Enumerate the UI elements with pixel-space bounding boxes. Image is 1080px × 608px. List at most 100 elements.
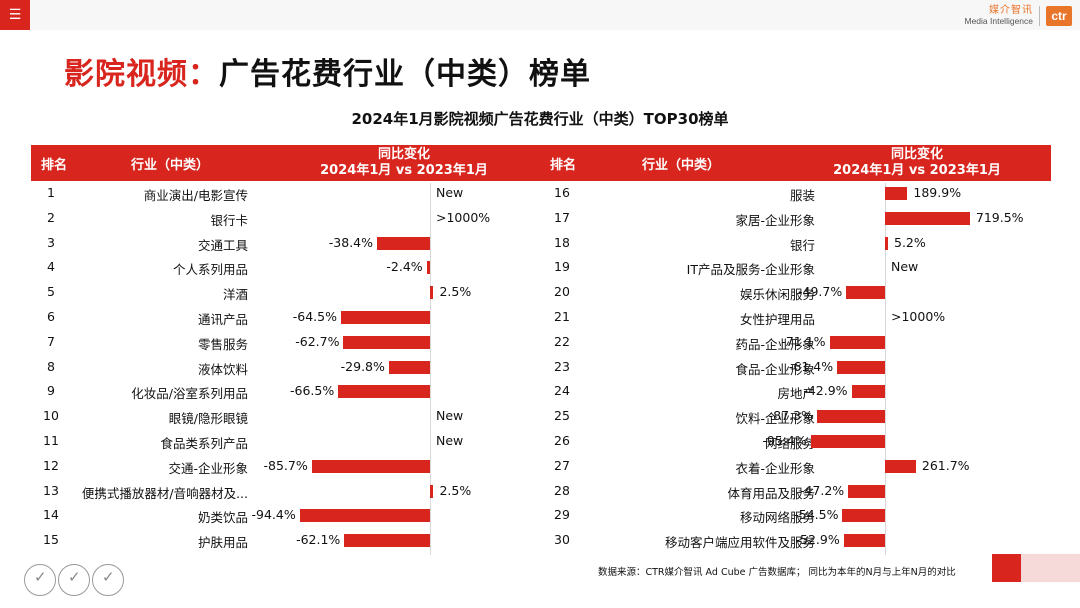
- change-value-label: New: [891, 259, 919, 275]
- table-row: 27 衣着-企业形象 261.7%: [540, 454, 1051, 479]
- footer-pink-block: [1021, 554, 1080, 582]
- rank-cell: 20: [554, 284, 570, 300]
- change-value-label: >1000%: [891, 309, 946, 324]
- change-bar: [885, 211, 970, 225]
- rank-cell: 18: [554, 234, 570, 250]
- change-value-label: -2.4%: [386, 259, 423, 275]
- header-change: 同比变化 2024年1月 vs 2023年1月: [309, 147, 499, 179]
- industry-cell: 化妆品/浴室系列用品: [131, 386, 248, 402]
- table-row: 8 液体饮料 -29.8%: [31, 355, 540, 380]
- chart-title: 2024年1月影院视频广告花费行业（中类）TOP30榜单: [351, 110, 729, 128]
- table-row: 9 化妆品/浴室系列用品 -66.5%: [31, 379, 540, 404]
- change-value-label: -29.8%: [340, 358, 385, 374]
- change-bar: [311, 459, 430, 473]
- industry-cell: 娱乐休闲服务: [739, 287, 815, 303]
- change-value-label: 2.5%: [439, 482, 472, 498]
- table-row: 5 洋酒 2.5%: [31, 280, 540, 305]
- change-value-label: -85.7%: [263, 457, 308, 473]
- industry-cell: 零售服务: [197, 336, 248, 352]
- table-row: 2 银行卡 >1000%: [31, 206, 540, 231]
- industry-cell: 体育用品及服务: [727, 485, 815, 501]
- change-value-label: >1000%: [436, 209, 491, 225]
- logo-cn-text: 媒介智讯: [989, 5, 1033, 16]
- table-row: 22 药品-企业形象 -71.1%: [540, 330, 1051, 355]
- change-bar: [816, 410, 885, 424]
- change-value-label: 189.9%: [913, 185, 962, 200]
- change-bar: [430, 484, 434, 498]
- change-bar: [388, 360, 430, 374]
- table-row: 1 商业演出/电影宣传 New: [31, 181, 540, 206]
- change-value-label: New: [436, 408, 464, 424]
- industry-cell: 交通-企业形象: [168, 460, 248, 476]
- rank-cell: 26: [554, 433, 570, 448]
- menu-icon[interactable]: ☰: [0, 0, 30, 30]
- change-bar: [842, 509, 885, 523]
- table-row: 10 眼镜/隐形眼镜 New: [31, 404, 540, 429]
- rank-cell: 2: [47, 209, 55, 225]
- sgs-seal-icon: [24, 564, 56, 596]
- table-row: 14 奶类饮品 -94.4%: [31, 503, 540, 528]
- table-row: 12 交通-企业形象 -85.7%: [31, 454, 540, 479]
- industry-cell: 便携式播放器材/音响器材及...: [81, 485, 248, 501]
- industry-cell: 食品-企业形象: [735, 361, 815, 377]
- change-value-label: 719.5%: [975, 209, 1024, 225]
- table-row: 19 IT产品及服务-企业形象 New: [540, 255, 1051, 280]
- rank-cell: 24: [554, 383, 570, 399]
- change-bar: [340, 311, 430, 324]
- rank-cell: 9: [47, 383, 55, 399]
- rank-cell: 19: [554, 259, 570, 275]
- change-value-label: -47.2%: [799, 482, 845, 498]
- industry-cell: IT产品及服务-企业形象: [686, 262, 815, 278]
- header-industry: 行业（中类）: [642, 158, 721, 173]
- header-change-title: 同比变化: [890, 147, 943, 162]
- change-value-label: -61.4%: [788, 358, 834, 374]
- industry-cell: 护肤用品: [197, 535, 248, 551]
- change-value-label: -62.7%: [295, 333, 340, 349]
- change-bar: [829, 335, 885, 349]
- change-value-label: New: [436, 433, 464, 448]
- industry-cell: 商业演出/电影宣传: [143, 188, 248, 203]
- rank-cell: 6: [47, 309, 55, 324]
- ctr-logo: 媒介智讯 Media Intelligence ctr: [964, 4, 1072, 28]
- logo-divider: [1039, 6, 1040, 26]
- change-bar: [344, 534, 430, 548]
- rank-cell: 12: [43, 457, 59, 473]
- zero-axis: [885, 183, 886, 555]
- change-bar: [338, 385, 430, 399]
- rank-cell: 1: [47, 185, 55, 200]
- change-bar: [848, 484, 885, 498]
- table-row: 23 食品-企业形象 -61.4%: [540, 355, 1051, 380]
- logo-mark: ctr: [1046, 6, 1072, 26]
- industry-cell: 交通工具: [197, 237, 248, 253]
- change-bar: [426, 261, 430, 275]
- change-bar: [343, 335, 430, 349]
- industry-cell: 眼镜/隐形眼镜: [168, 411, 248, 427]
- change-bar: [810, 435, 885, 448]
- rank-cell: 14: [43, 507, 59, 523]
- change-bar: [885, 459, 916, 473]
- change-value-label: -38.4%: [328, 234, 374, 250]
- change-value-label: 5.2%: [894, 234, 926, 250]
- sgs-seal-icon: [92, 564, 124, 596]
- table-row: 11 食品类系列产品 New: [31, 429, 540, 454]
- rank-cell: 16: [554, 185, 570, 200]
- change-value-label: -66.5%: [290, 383, 335, 399]
- page-title-accent: 影院视频：: [64, 57, 219, 92]
- change-bar: [846, 286, 885, 300]
- rank-cell: 28: [554, 482, 570, 498]
- industry-cell: 饮料-企业形象: [735, 411, 815, 427]
- table-header: 排名 行业（中类） 同比变化 2024年1月 vs 2023年1月: [31, 145, 540, 181]
- rank-cell: 10: [43, 408, 59, 424]
- table-row: 16 服装 189.9%: [540, 181, 1051, 206]
- rank-cell: 30: [554, 532, 570, 548]
- rank-cell: 22: [554, 333, 570, 349]
- change-value-label: -62.1%: [296, 532, 341, 548]
- change-value-label: 2.5%: [439, 284, 472, 300]
- industry-cell: 银行卡: [210, 212, 248, 228]
- change-value-label: -64.5%: [292, 309, 337, 324]
- industry-cell: 家居-企业形象: [735, 212, 815, 228]
- change-value-label: New: [436, 185, 464, 200]
- table-row: 20 娱乐休闲服务 -49.7%: [540, 280, 1051, 305]
- industry-cell: 房地产: [777, 386, 815, 402]
- table-row: 30 移动客户端应用软件及服务 -52.9%: [540, 528, 1051, 553]
